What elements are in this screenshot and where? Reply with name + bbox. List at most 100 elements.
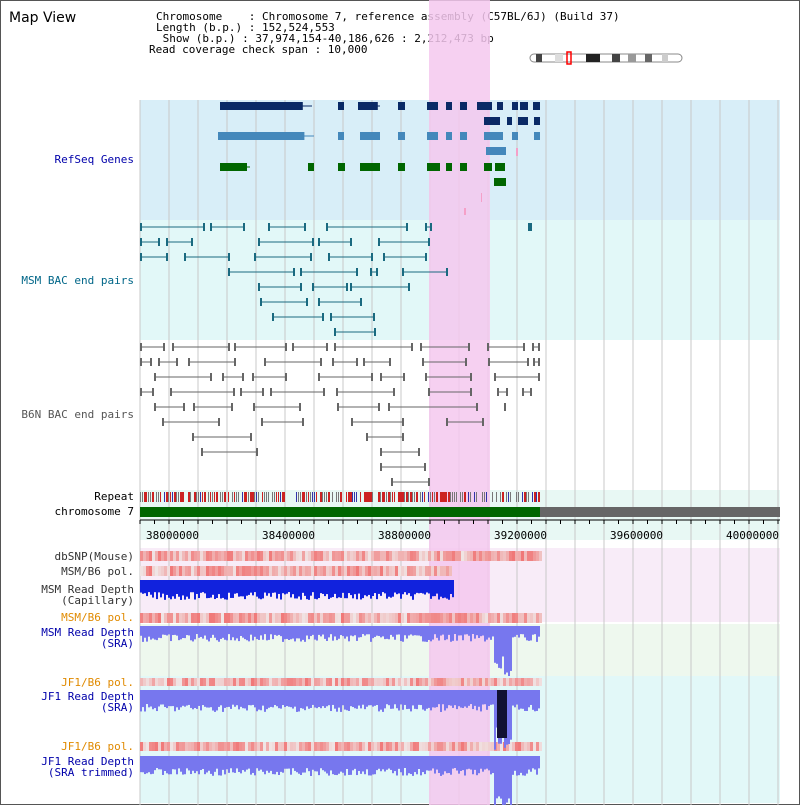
depth-bar <box>328 690 330 706</box>
heat-cell <box>350 551 353 561</box>
depth-bar <box>436 690 438 708</box>
heat-cell <box>359 566 362 576</box>
heat-cell <box>350 566 353 576</box>
depth-bar <box>436 626 438 638</box>
depth-bar <box>238 690 240 710</box>
msm-bac-pairs[interactable] <box>140 223 532 336</box>
heat-cell <box>473 613 476 623</box>
depth-bar <box>468 690 470 706</box>
heat-cell <box>281 551 284 561</box>
bac-pair-end <box>371 253 373 261</box>
heat-cell <box>296 742 299 751</box>
heat-cell <box>200 551 203 561</box>
highlight-region[interactable] <box>429 0 490 805</box>
heat-cell <box>284 551 287 561</box>
depth-bar <box>330 690 332 712</box>
depth-bar <box>340 756 342 772</box>
repeat-mark <box>198 492 199 502</box>
depth-bar <box>310 756 312 776</box>
repeat-mark <box>250 492 252 502</box>
depth-bar <box>344 626 346 639</box>
depth-bar <box>406 626 408 639</box>
heat-cell <box>257 678 260 686</box>
repeat-mark <box>238 492 239 502</box>
depth-bar <box>144 690 146 712</box>
depth-bar <box>330 626 332 635</box>
depth-bar <box>212 626 214 635</box>
heat-cell <box>371 551 374 561</box>
heat-cell <box>182 742 185 751</box>
depth-bar <box>478 690 480 707</box>
depth-bar <box>538 690 540 709</box>
depth-bar <box>370 580 372 599</box>
heat-cell <box>263 678 266 686</box>
heat-cell <box>167 678 170 686</box>
repeat-mark <box>476 492 477 502</box>
depth-bar <box>154 580 156 593</box>
depth-bar <box>162 756 164 775</box>
bac-pair-end <box>530 223 532 231</box>
depth-bar <box>472 626 474 635</box>
depth-bar <box>488 690 490 707</box>
bac-pair-end <box>528 223 530 231</box>
bac-pair-end <box>425 373 427 381</box>
depth-bar <box>164 626 166 635</box>
depth-bar <box>226 580 228 600</box>
depth-bar <box>404 690 406 705</box>
heat-cell <box>203 566 206 576</box>
gene-exon <box>427 102 438 110</box>
depth-bar <box>184 756 186 775</box>
b6n-bac-pairs[interactable] <box>140 343 540 486</box>
depth-bar <box>322 626 324 635</box>
bac-pair-end <box>370 268 372 276</box>
depth-bar <box>412 756 414 776</box>
depth-bar <box>266 626 268 641</box>
heat-cell <box>221 742 224 751</box>
repeat-mark <box>324 492 325 502</box>
depth-bar <box>180 626 182 640</box>
heat-cell <box>488 613 491 623</box>
heat-cell <box>224 678 227 686</box>
heat-cell <box>308 678 311 686</box>
bac-pair-end <box>140 238 142 246</box>
repeat-mark <box>474 492 475 502</box>
ideogram-body <box>529 53 683 63</box>
depth-bar <box>312 756 314 770</box>
heat-cell <box>269 551 272 561</box>
heat-cell <box>323 613 326 623</box>
depth-bar <box>268 756 270 773</box>
heat-cell <box>299 566 302 576</box>
heat-cell <box>278 742 281 751</box>
depth-bar <box>182 626 184 638</box>
heat-cell <box>389 613 392 623</box>
depth-bar <box>378 580 380 594</box>
depth-bar <box>366 690 368 707</box>
bac-pair-end <box>337 403 339 411</box>
depth-bar <box>162 580 164 594</box>
depth-bar <box>420 690 422 706</box>
bac-pair-end <box>332 358 334 366</box>
heat-cell <box>524 551 527 561</box>
depth-bar <box>480 690 482 712</box>
repeat-mark <box>462 492 463 502</box>
repeat-mark <box>182 492 184 502</box>
heat-cell <box>329 678 332 686</box>
depth-bar <box>402 756 404 776</box>
bac-pair-end <box>411 343 413 351</box>
heat-cell <box>494 613 497 623</box>
depth-bar <box>304 580 306 596</box>
refseq-genes[interactable] <box>218 102 540 215</box>
depth-bar <box>290 756 292 775</box>
depth-bar <box>186 580 188 597</box>
depth-bar <box>176 690 178 708</box>
chromosome-ideogram[interactable] <box>529 51 683 65</box>
depth-bar <box>168 756 170 775</box>
depth-bar <box>152 690 154 710</box>
depth-bar <box>438 756 440 774</box>
depth-bar <box>170 690 172 707</box>
heat-cell <box>275 678 278 686</box>
heat-cell <box>530 678 533 686</box>
depth-bar <box>532 690 534 710</box>
depth-bar <box>380 756 382 772</box>
